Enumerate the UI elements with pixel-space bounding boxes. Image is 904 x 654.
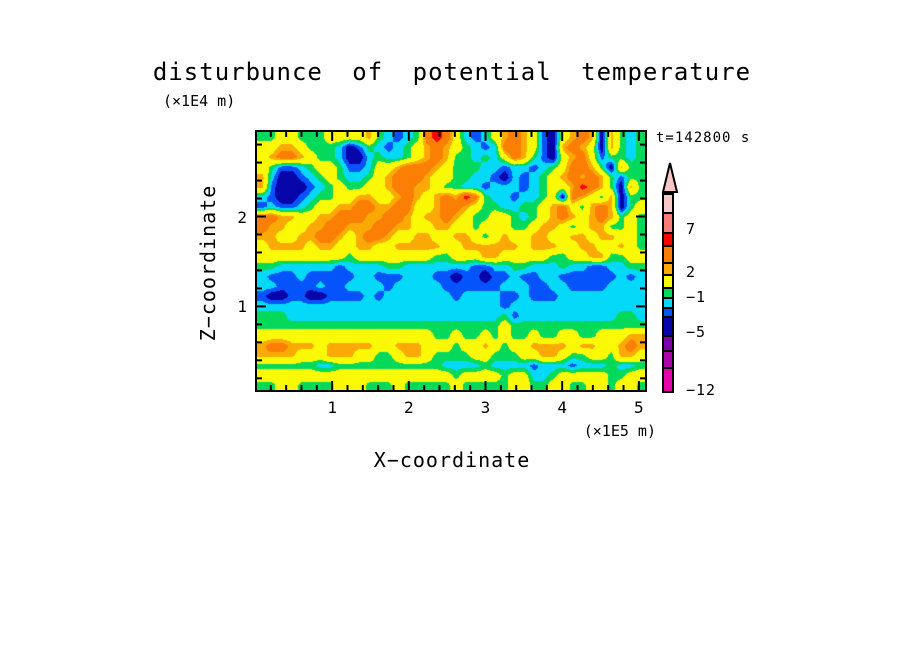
colorbar-cell <box>662 307 674 316</box>
x-axis-units-label: (×1E5 m) <box>583 422 656 440</box>
colorbar <box>662 193 678 393</box>
colorbar-cell <box>662 274 674 287</box>
colorbar-cell <box>662 316 674 335</box>
y-tick-label: 1 <box>237 297 247 317</box>
y-axis-label: Z−coordinate <box>196 184 220 342</box>
y-tick-label: 2 <box>237 207 247 227</box>
chart-title: disturbunce of potential temperature <box>152 58 752 86</box>
contour-field-canvas <box>257 132 645 390</box>
x-tick-label: 1 <box>327 398 337 417</box>
x-axis-label: X−coordinate <box>373 448 531 472</box>
colorbar-tick-label: −12 <box>686 381 717 399</box>
colorbar-cell <box>662 287 674 297</box>
x-tick-label: 2 <box>403 398 414 417</box>
colorbar-cell <box>662 335 674 350</box>
contour-plot-frame <box>255 130 647 392</box>
x-tick-label: 4 <box>557 398 567 417</box>
time-annotation: t=142800 s <box>656 130 751 146</box>
y-axis-units-label: (×1E4 m) <box>163 92 236 110</box>
colorbar-cell <box>662 262 674 274</box>
x-tick-label: 5 <box>634 398 644 417</box>
colorbar-cell <box>662 297 674 307</box>
colorbar-tick-label: 2 <box>686 263 697 281</box>
colorbar-cell <box>662 245 674 262</box>
colorbar-cell <box>662 350 674 367</box>
colorbar-tick-label: 7 <box>686 220 697 238</box>
colorbar-tick-label: −1 <box>686 288 707 306</box>
colorbar-tick-label: −5 <box>686 323 707 341</box>
colorbar-cell <box>662 193 674 212</box>
colorbar-cell <box>662 367 674 393</box>
colorbar-cell <box>662 212 674 232</box>
x-tick-label: 3 <box>480 398 491 417</box>
colorbar-overflow-arrow <box>661 162 679 193</box>
colorbar-cell <box>662 232 674 245</box>
